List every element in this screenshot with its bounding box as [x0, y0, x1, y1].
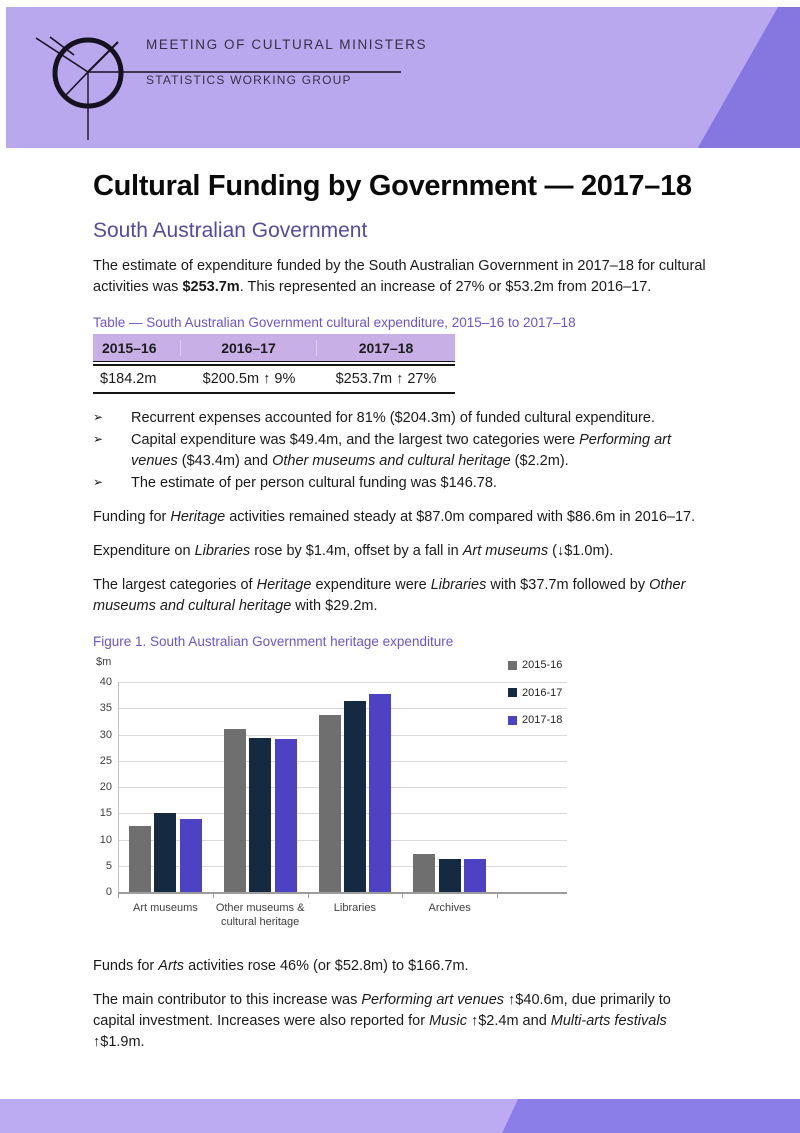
y-axis-tick-label: 30 [99, 728, 112, 741]
x-axis-line [118, 892, 567, 894]
document-body: Cultural Funding by Government — 2017–18… [93, 148, 709, 1053]
y-axis-line [118, 682, 119, 892]
bar-2015-16 [413, 853, 436, 892]
y-axis-tick-label: 0 [105, 886, 112, 898]
legend-label: 2015-16 [522, 659, 563, 671]
table-cell: $184.2m [100, 371, 157, 387]
key-points-list: ➢ Recurrent expenses accounted for 81% (… [93, 408, 709, 494]
gridline [118, 813, 567, 815]
bar-2017-18 [274, 738, 297, 892]
table-header-row: 2015–16 2016–17 2017–18 [93, 334, 455, 362]
table-caption: Table — South Australian Government cult… [93, 315, 576, 330]
x-axis-category-label: Archives [428, 902, 471, 914]
legend-label: 2016-17 [522, 686, 563, 699]
table-header-cell: 2017–18 [358, 339, 414, 356]
table-header-cell: 2015–16 [93, 339, 181, 356]
list-item-text: The estimate of per person cultural fund… [131, 475, 497, 491]
x-axis-tick [212, 894, 214, 898]
x-axis-tick [307, 894, 309, 898]
header-banner: MEETING OF CULTURAL MINISTERS STATISTICS… [6, 7, 800, 148]
legend-item: 2017-18 [508, 714, 562, 726]
heritage-paragraph: Funding for Heritage activities remained… [93, 509, 696, 525]
arrow-bullet-icon: ➢ [93, 432, 104, 446]
bar-2015-16 [318, 714, 341, 892]
y-axis-tick-label: 10 [99, 833, 112, 846]
gridline [118, 839, 567, 841]
x-axis-tick [402, 894, 404, 898]
legend-swatch-2017-18 [508, 715, 517, 725]
legend-item: 2015-16 [508, 659, 562, 671]
mcm-logo-icon [35, 36, 401, 140]
x-axis-tick [118, 894, 119, 898]
gridline [118, 734, 567, 736]
list-item: ➢ Capital expenditure was $49.4m, and th… [93, 430, 709, 472]
heritage-expenditure-bar-chart: $m 0 5 10 15 20 25 30 35 40 Art museums Other muse… [93, 655, 593, 943]
page-title: Cultural Funding by Government — 2017–18 [93, 170, 692, 202]
footer-band [0, 1099, 800, 1133]
legend-swatch-2015-16 [508, 660, 517, 670]
table-header-cell: 2016–17 [181, 339, 317, 356]
footer-diagonal-accent [502, 1099, 800, 1133]
y-axis-tick-label: 35 [99, 702, 112, 715]
y-axis-tick-label: 25 [99, 754, 112, 767]
gridline [118, 760, 567, 762]
x-axis-category-label: Other museums & cultural heritage [215, 902, 305, 928]
list-item: ➢ Recurrent expenses accounted for 81% (… [93, 408, 709, 429]
bar-2016-17 [343, 701, 366, 892]
arrow-bullet-icon: ➢ [93, 410, 104, 424]
banner-diagonal-accent [697, 7, 800, 148]
y-axis-tick-label: 40 [99, 676, 112, 688]
list-item-text: Capital expenditure was $49.4m, and the … [131, 432, 672, 469]
bar-2017-18 [369, 694, 392, 892]
gridline [118, 682, 567, 683]
x-axis-category-label: Libraries [333, 902, 376, 914]
table-cell: $200.5m ↑ 9% [202, 371, 296, 387]
bar-2015-16 [129, 826, 151, 892]
arts-paragraph: Funds for Arts activities rose 46% (or $… [93, 958, 469, 974]
expenditure-table: 2015–16 2016–17 2017–18 $184.2m $200.5m … [93, 334, 455, 394]
gridline [118, 865, 567, 867]
contributor-paragraph: The main contributor to this increase wa… [93, 992, 671, 1050]
legend-label: 2017-18 [522, 714, 563, 727]
arrow-bullet-icon: ➢ [93, 475, 104, 489]
org-name: MEETING OF CULTURAL MINISTERS [146, 37, 428, 52]
y-axis-tick-label: 5 [105, 859, 112, 872]
y-axis-tick-label: 20 [99, 781, 112, 793]
legend-swatch-2016-17 [508, 688, 517, 698]
bar-2016-17 [154, 813, 177, 892]
section-heading: South Australian Government [93, 219, 368, 242]
bar-2017-18 [464, 859, 487, 892]
list-item-text: Recurrent expenses accounted for 81% ($2… [131, 410, 655, 426]
list-item: ➢ The estimate of per person cultural fu… [93, 473, 709, 494]
x-axis-tick [497, 894, 498, 898]
y-axis-unit-label: $m [96, 656, 112, 668]
figure-caption: Figure 1. South Australian Government he… [93, 634, 454, 649]
bar-2015-16 [223, 729, 246, 892]
intro-paragraph: The estimate of expenditure funded by th… [93, 258, 706, 295]
org-title-block: MEETING OF CULTURAL MINISTERS STATISTICS… [146, 37, 427, 87]
y-axis-tick-label: 15 [99, 807, 112, 820]
x-axis-category-label: Art museums [132, 902, 198, 914]
gridline [118, 708, 567, 710]
org-subunit: STATISTICS WORKING GROUP [146, 73, 352, 87]
bar-2016-17 [438, 859, 461, 892]
libraries-paragraph: Expenditure on Libraries rose by $1.4m, … [93, 543, 614, 559]
table-data-row: $184.2m $200.5m ↑ 9% $253.7m ↑ 27% [93, 364, 455, 394]
largest-categories-paragraph: The largest categories of Heritage expen… [93, 577, 686, 614]
bar-2017-18 [179, 818, 202, 892]
bar-2016-17 [249, 738, 272, 892]
legend-item: 2016-17 [508, 687, 562, 699]
gridline [118, 787, 567, 788]
table-cell: $253.7m ↑ 27% [335, 371, 437, 387]
